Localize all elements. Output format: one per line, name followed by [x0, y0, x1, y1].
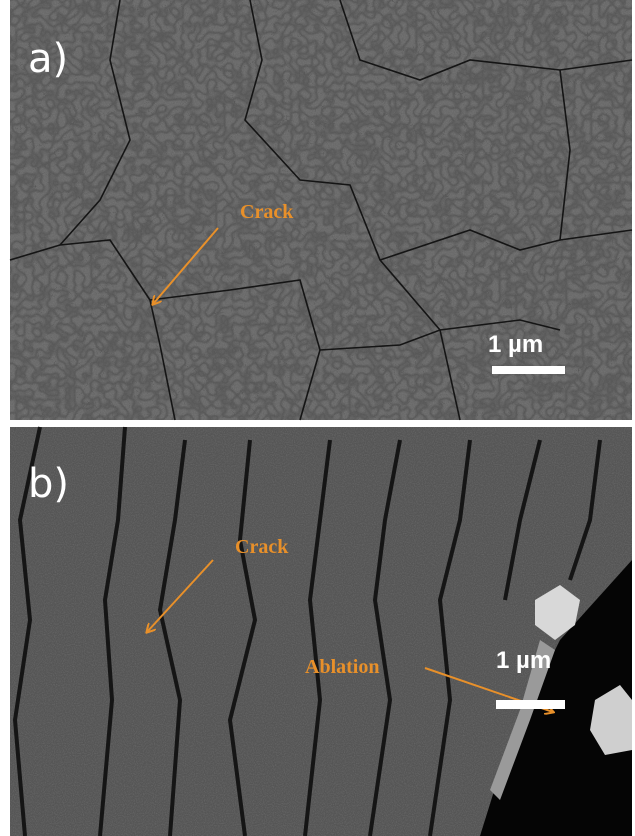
annotation: Ablation [305, 656, 379, 678]
figure: a) Crack 1 µm b) Crack Ablation 1 µm [0, 0, 635, 836]
annotation: Crack [235, 536, 289, 558]
panel-b: b) Crack Ablation 1 µm [10, 427, 632, 836]
scale-bar-label: 1 µm [496, 647, 551, 674]
scale-bar [496, 700, 565, 709]
annotation: Crack [240, 201, 294, 223]
scale-bar [492, 366, 565, 374]
panel-a: a) Crack 1 µm [10, 0, 632, 420]
scale-bar-label: 1 µm [488, 331, 543, 358]
panel-label: b) [28, 461, 69, 507]
panel-label: a) [28, 36, 68, 82]
